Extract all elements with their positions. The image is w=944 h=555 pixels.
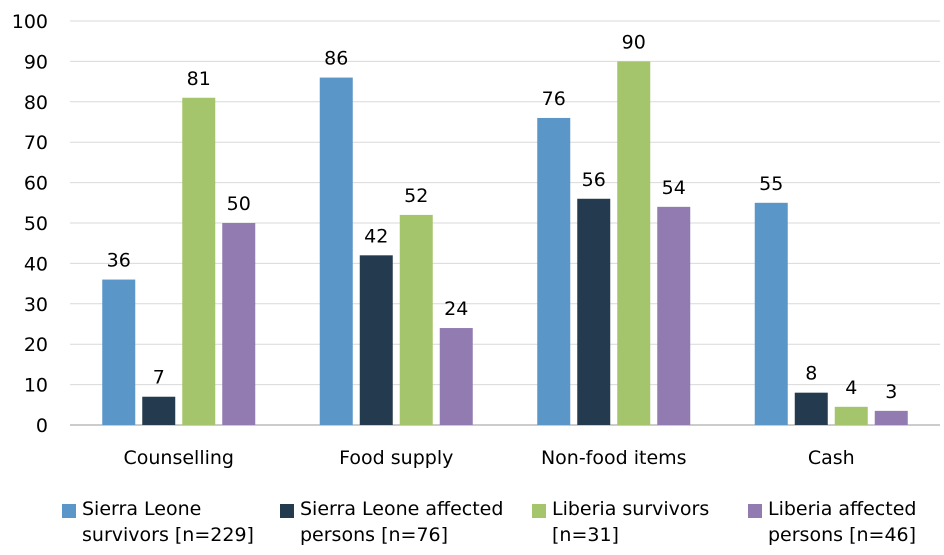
y-tick-label: 0 <box>36 415 48 437</box>
bar <box>874 410 908 425</box>
bar <box>794 392 828 425</box>
data-label: 52 <box>404 185 428 207</box>
data-label: 76 <box>542 88 566 110</box>
x-tick-label: Cash <box>808 447 855 469</box>
y-tick-label: 70 <box>24 132 48 154</box>
y-tick-label: 80 <box>24 92 48 114</box>
data-label: 7 <box>153 367 165 389</box>
legend-label: Sierra Leone affected persons [n=76] <box>300 498 504 546</box>
bar <box>319 77 353 425</box>
bar <box>537 117 571 426</box>
bar <box>102 279 136 425</box>
legend-item-liberia-affected: Liberia affected persons [n=46] <box>748 496 916 548</box>
y-tick-label: 90 <box>24 51 48 73</box>
legend-swatch <box>62 504 76 518</box>
bar <box>834 406 868 425</box>
legend-swatch <box>532 504 546 518</box>
legend-swatch <box>280 504 294 518</box>
data-label: 24 <box>444 298 468 320</box>
legend-label: Liberia affected persons [n=46] <box>768 498 917 546</box>
bar <box>399 214 433 425</box>
bar <box>182 97 216 425</box>
legend-item-sierra-leone-affected: Sierra Leone affected persons [n=76] <box>280 496 503 548</box>
legend-label: Sierra Leone survivors [n=229] <box>82 498 254 546</box>
data-label: 54 <box>662 177 686 199</box>
y-tick-label: 10 <box>24 375 48 397</box>
data-label: 56 <box>582 169 606 191</box>
bar <box>142 396 176 425</box>
data-label: 86 <box>324 48 348 70</box>
bar <box>439 328 473 425</box>
y-tick-label: 100 <box>12 11 48 33</box>
y-tick-label: 60 <box>24 173 48 195</box>
y-tick-label: 50 <box>24 213 48 235</box>
bar <box>657 206 691 425</box>
data-label: 8 <box>805 363 817 385</box>
y-tick-label: 40 <box>24 253 48 275</box>
legend-item-sierra-leone-survivors: Sierra Leone survivors [n=229] <box>62 496 254 548</box>
y-tick-label: 20 <box>24 334 48 356</box>
legend-item-liberia-survivors: Liberia survivors [n=31] <box>532 496 709 548</box>
bar-chart: 0 10 20 30 40 50 60 70 80 90 100 36 7 81 50 86 42 52 24 76… <box>12 11 940 469</box>
data-label: 36 <box>107 250 131 272</box>
data-label: 90 <box>622 31 646 53</box>
x-tick-label: Non-food items <box>541 447 687 469</box>
y-axis-tick-labels: 0 10 20 30 40 50 60 70 80 90 100 <box>12 11 48 437</box>
bar <box>577 198 611 425</box>
data-label: 3 <box>885 381 897 403</box>
legend-label: Liberia survivors [n=31] <box>552 498 710 546</box>
bar <box>359 255 393 425</box>
legend-swatch <box>748 504 762 518</box>
x-tick-label: Food supply <box>339 447 453 469</box>
bar <box>754 202 788 425</box>
data-label: 55 <box>759 173 783 195</box>
data-labels: 36 7 81 50 86 42 52 24 76 56 90 54 55 8 4 3 <box>107 31 898 402</box>
bar <box>222 223 256 425</box>
data-label: 42 <box>364 225 388 247</box>
data-label: 81 <box>187 68 211 90</box>
bars <box>102 61 908 426</box>
y-tick-label: 30 <box>24 294 48 316</box>
bar <box>617 61 651 426</box>
legend: Sierra Leone survivors [n=229] Sierra Leo… <box>0 496 944 555</box>
data-label: 4 <box>845 377 857 399</box>
x-axis-tick-labels: Counselling Food supply Non-food items Cash <box>123 447 854 469</box>
x-tick-label: Counselling <box>123 447 234 469</box>
data-label: 50 <box>227 193 251 215</box>
